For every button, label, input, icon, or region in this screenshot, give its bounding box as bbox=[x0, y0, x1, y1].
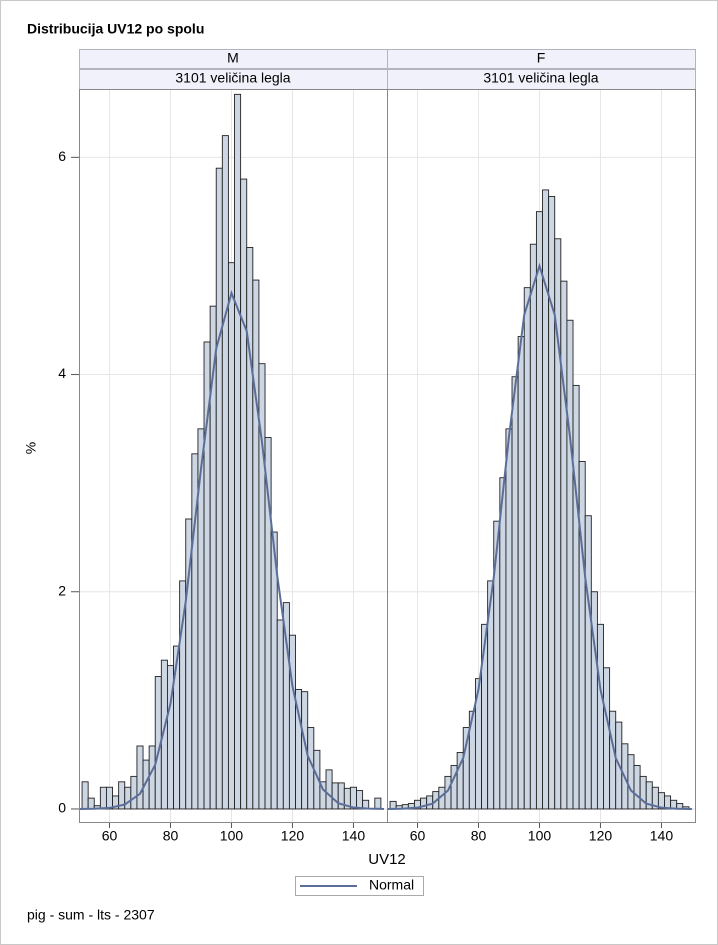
bar bbox=[596, 623, 604, 810]
x-tick-label: 80 bbox=[471, 828, 487, 844]
bar bbox=[374, 797, 382, 810]
bar bbox=[566, 319, 574, 810]
x-tick-label: 140 bbox=[650, 828, 674, 844]
bar bbox=[517, 336, 525, 810]
x-tick-label: 60 bbox=[410, 828, 426, 844]
bar bbox=[276, 619, 284, 810]
normal-curve bbox=[78, 289, 384, 810]
y-tick-label: 0 bbox=[58, 800, 66, 816]
bar bbox=[313, 749, 321, 810]
normal-curve bbox=[386, 262, 692, 810]
legend bbox=[295, 876, 424, 896]
bar bbox=[356, 790, 364, 810]
bar bbox=[578, 460, 586, 810]
bar bbox=[124, 786, 132, 810]
bar bbox=[179, 580, 187, 810]
bar bbox=[639, 775, 647, 810]
bar bbox=[349, 786, 357, 810]
bar bbox=[325, 769, 333, 810]
bar bbox=[389, 800, 397, 810]
bar bbox=[215, 167, 223, 810]
bar bbox=[252, 279, 260, 810]
bar bbox=[560, 280, 568, 810]
bar bbox=[105, 786, 113, 810]
chart-title: Distribucija UV12 po spolu bbox=[27, 21, 204, 37]
x-tick-label: 140 bbox=[342, 828, 366, 844]
bar bbox=[603, 667, 611, 810]
x-axis-label: UV12 bbox=[368, 851, 406, 868]
y-axis-label: % bbox=[23, 442, 39, 454]
bar bbox=[203, 341, 211, 810]
y-tick-label: 4 bbox=[58, 365, 66, 381]
bar bbox=[627, 754, 635, 810]
bar bbox=[240, 178, 248, 810]
panel-header bbox=[387, 49, 696, 69]
bar bbox=[511, 376, 519, 810]
bar bbox=[227, 262, 235, 810]
bar bbox=[426, 795, 434, 810]
bar bbox=[572, 384, 580, 810]
bar bbox=[505, 428, 513, 810]
bar bbox=[499, 477, 507, 810]
x-tick-label: 120 bbox=[589, 828, 613, 844]
panel-border bbox=[387, 89, 696, 823]
bar bbox=[148, 745, 156, 810]
panel-group: F bbox=[537, 50, 546, 66]
bar bbox=[529, 243, 537, 810]
panel-subgroup: 3101 veličina legla bbox=[483, 70, 598, 86]
bar bbox=[87, 797, 95, 810]
bar bbox=[535, 211, 543, 810]
x-tick-label: 60 bbox=[102, 828, 118, 844]
bar bbox=[81, 781, 89, 810]
x-tick-label: 100 bbox=[220, 828, 244, 844]
x-tick-label: 120 bbox=[281, 828, 305, 844]
bar bbox=[221, 135, 229, 810]
y-tick-label: 6 bbox=[58, 148, 66, 164]
bar bbox=[523, 287, 531, 810]
bar bbox=[288, 634, 296, 810]
x-tick-label: 100 bbox=[528, 828, 552, 844]
bar bbox=[234, 93, 242, 810]
x-tick-label: 80 bbox=[163, 828, 179, 844]
panel-group: M bbox=[227, 50, 239, 66]
bar bbox=[548, 195, 556, 810]
y-tick-label: 2 bbox=[58, 582, 66, 598]
footnote: pig - sum - lts - 2307 bbox=[27, 907, 155, 923]
bar bbox=[633, 765, 641, 810]
bar bbox=[99, 786, 107, 810]
bar bbox=[331, 782, 339, 810]
legend-label: Normal bbox=[369, 877, 414, 893]
bar bbox=[584, 515, 592, 810]
panel-subgroup: 3101 veličina legla bbox=[175, 70, 290, 86]
bar bbox=[136, 745, 144, 810]
bar bbox=[609, 710, 617, 810]
bar bbox=[130, 775, 138, 810]
